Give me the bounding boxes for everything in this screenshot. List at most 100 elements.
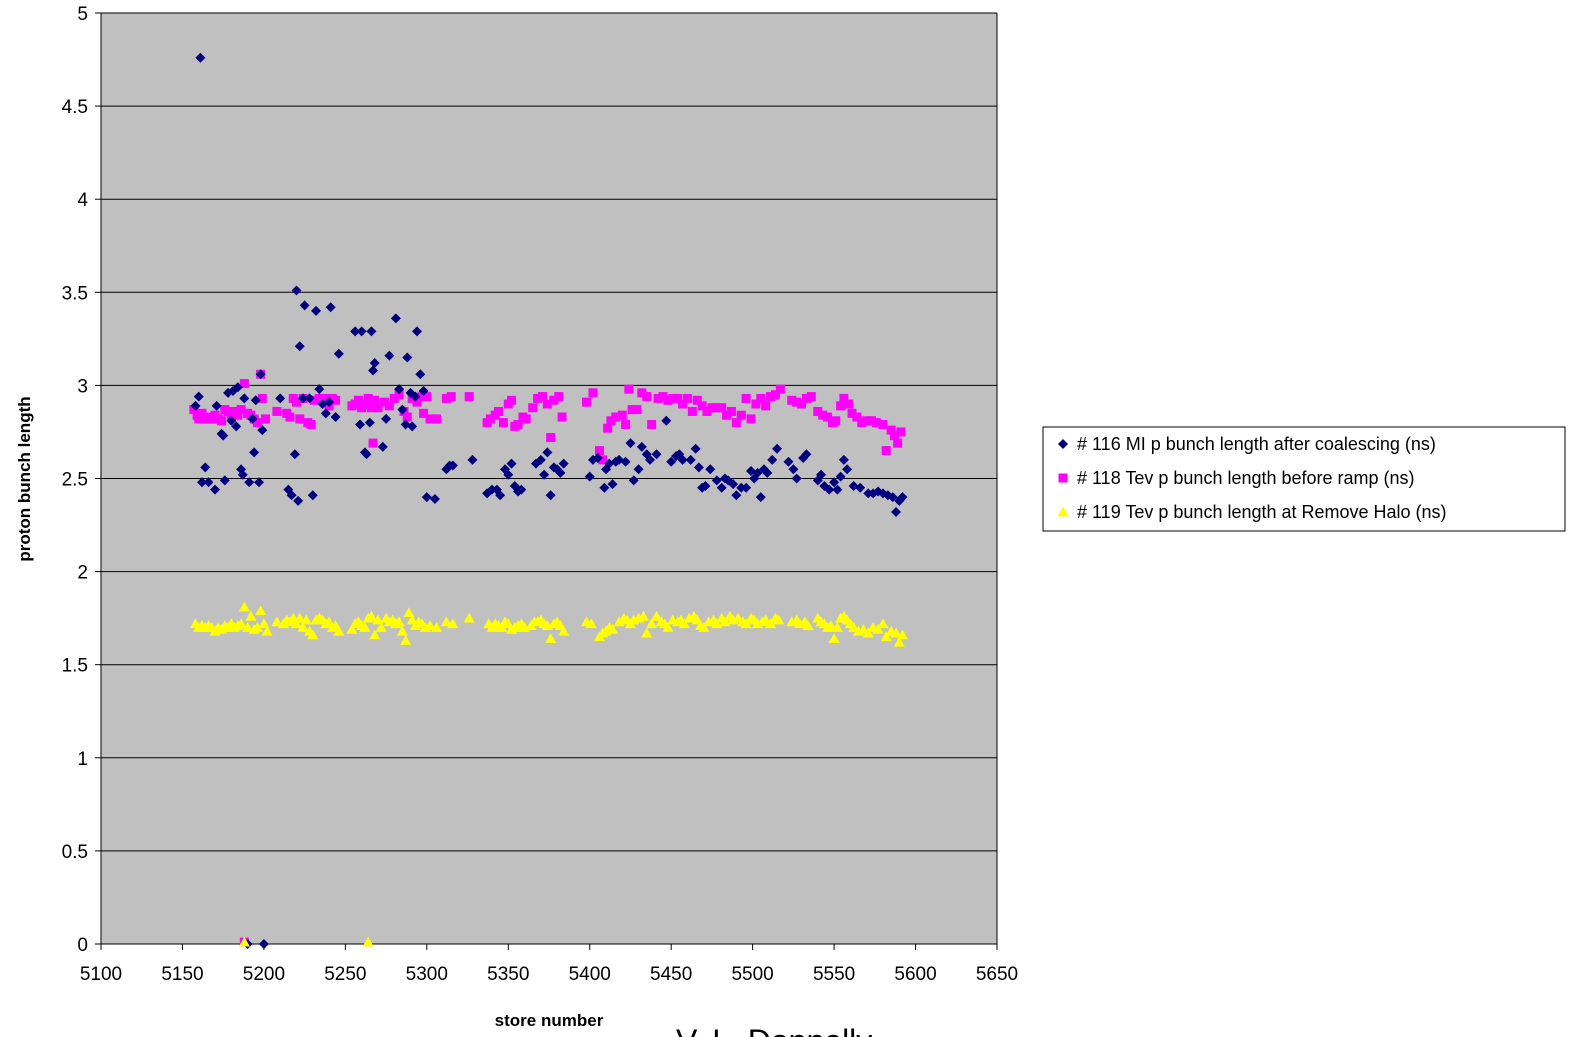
data-point — [368, 365, 379, 376]
x-tick-label: 5500 — [731, 964, 773, 985]
data-point — [247, 413, 258, 424]
data-point — [872, 623, 884, 634]
data-point — [682, 393, 692, 403]
data-point — [740, 618, 752, 629]
data-point — [595, 446, 605, 456]
data-point — [309, 395, 319, 405]
data-point — [366, 326, 377, 337]
data-point — [711, 475, 722, 486]
data-point — [731, 490, 742, 501]
data-point — [244, 477, 255, 488]
data-point — [394, 390, 404, 400]
data-point — [290, 618, 302, 629]
data-point — [890, 507, 901, 518]
data-point — [419, 408, 429, 418]
data-point — [369, 358, 380, 369]
data-point — [325, 302, 336, 313]
data-point — [893, 636, 905, 647]
data-point — [258, 618, 270, 629]
data-point — [307, 490, 318, 501]
data-point — [377, 441, 388, 452]
data-point — [700, 480, 711, 491]
data-point — [300, 614, 312, 625]
data-point — [831, 416, 841, 426]
data-point — [592, 453, 603, 464]
data-point — [773, 614, 785, 625]
data-point — [467, 454, 478, 465]
data-point — [603, 423, 613, 433]
data-point — [200, 462, 211, 473]
data-point — [855, 482, 866, 493]
data-point — [271, 616, 283, 627]
data-point — [607, 623, 619, 634]
data-point — [211, 400, 222, 411]
data-point — [521, 414, 531, 424]
data-point — [839, 393, 849, 403]
data-point — [355, 419, 366, 430]
legend-label: # 116 MI p bunch length after coalescing… — [1077, 434, 1436, 454]
data-point — [584, 471, 595, 482]
x-tick-label: 5200 — [243, 964, 285, 985]
data-point — [741, 482, 752, 493]
data-point — [528, 403, 538, 413]
data-point — [495, 490, 506, 501]
x-tick-label: 5350 — [487, 964, 529, 985]
data-point — [760, 614, 772, 625]
data-point — [606, 416, 616, 426]
data-point — [258, 939, 269, 949]
data-point — [242, 621, 254, 632]
data-point — [857, 418, 867, 428]
legend-label: # 118 Tev p bunch length before ramp (ns… — [1077, 468, 1415, 488]
data-point — [239, 393, 250, 404]
data-point — [878, 420, 888, 430]
data-point — [294, 341, 305, 352]
data-point — [412, 326, 423, 337]
data-point — [516, 484, 527, 495]
y-axis-title: proton bunch length — [15, 396, 34, 561]
data-point — [353, 395, 363, 405]
data-point — [588, 388, 598, 398]
x-tick-label: 5450 — [650, 964, 692, 985]
data-point — [678, 618, 690, 629]
data-point — [685, 454, 696, 465]
data-point — [746, 414, 756, 424]
data-point — [464, 392, 474, 402]
data-point — [698, 621, 710, 632]
data-point — [761, 401, 771, 411]
data-point — [806, 392, 816, 402]
data-point — [210, 484, 221, 495]
data-point — [261, 414, 271, 424]
legend-box — [1042, 426, 1566, 532]
data-point — [362, 936, 374, 947]
y-tick-label: 2.5 — [62, 470, 88, 491]
data-point — [756, 393, 766, 403]
data-point — [836, 401, 846, 411]
data-point — [203, 477, 214, 488]
y-tick-label: 4.5 — [62, 97, 88, 118]
series-0 — [190, 52, 908, 949]
data-point — [368, 438, 378, 448]
data-point — [361, 449, 372, 460]
data-point — [217, 416, 227, 426]
data-point — [711, 618, 723, 629]
data-point — [394, 384, 405, 395]
data-point — [239, 379, 249, 389]
data-point — [617, 410, 627, 420]
data-point — [677, 454, 688, 465]
data-point — [632, 405, 642, 415]
data-point — [877, 618, 889, 629]
data-point — [537, 392, 547, 402]
data-point — [692, 395, 702, 405]
data-point — [257, 425, 268, 436]
data-point — [366, 403, 376, 413]
data-point — [324, 397, 335, 408]
data-point — [219, 475, 230, 486]
data-point — [645, 454, 656, 465]
data-point — [717, 403, 727, 413]
data-point — [628, 475, 639, 486]
y-tick-label: 5 — [77, 4, 88, 25]
data-point — [255, 605, 267, 616]
data-point — [663, 395, 673, 405]
data-point — [557, 412, 567, 422]
data-point — [291, 285, 302, 296]
